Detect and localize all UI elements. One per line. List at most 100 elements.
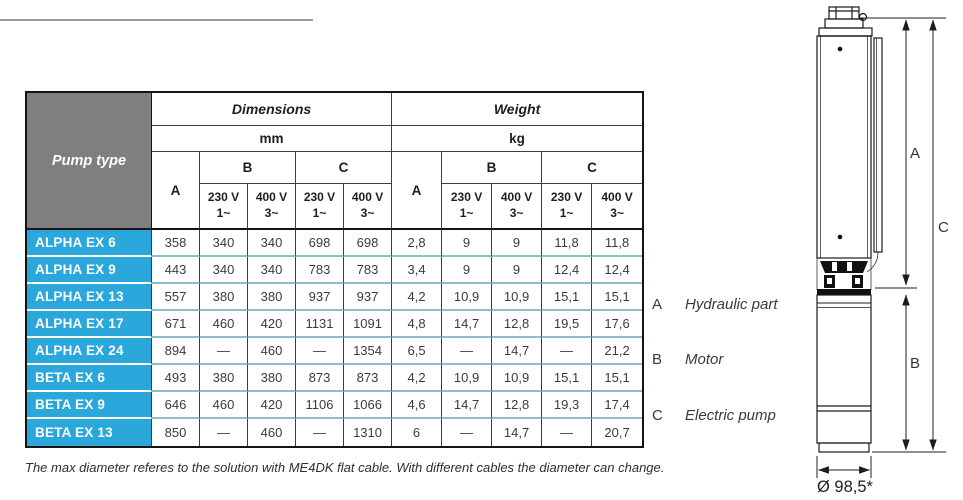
value-cell: 646 <box>152 392 200 419</box>
value-cell: 1131 <box>296 311 344 338</box>
value-cell: 12,8 <box>492 311 543 338</box>
value-cell: 850 <box>152 419 200 446</box>
table-row: ALPHA EX 17 671 460 420 1131 1091 4,8 14,7 12,8 1… <box>27 311 643 338</box>
value-cell: 1091 <box>344 311 393 338</box>
value-cell: 460 <box>248 338 296 365</box>
value-cell: 9 <box>492 257 543 284</box>
value-cell: 3,4 <box>392 257 443 284</box>
value-cell: 873 <box>344 365 393 392</box>
pump-type-cell: BETA EX 6 <box>27 365 152 392</box>
value-cell: — <box>442 419 493 446</box>
table-row: BETA EX 6 493 380 380 873 873 4,2 10,9 10,9 15,1 1… <box>27 365 643 392</box>
value-cell: 19,3 <box>542 392 593 419</box>
legend-label-electric-pump: Electric pump <box>685 407 776 424</box>
spec-table-wrap: Pump type Dimensions Weight mm kg A B C … <box>25 91 645 448</box>
value-cell: 671 <box>152 311 200 338</box>
value-cell: 21,2 <box>592 338 643 365</box>
page-divider-line <box>0 19 313 21</box>
value-cell: 2,8 <box>392 230 443 257</box>
wt-c-400v-header: 400 V 3~ <box>592 184 643 230</box>
value-cell: 783 <box>344 257 393 284</box>
value-cell: — <box>542 419 593 446</box>
pump-diagram-svg: A B C Ø 98,5* <box>816 6 949 496</box>
value-cell: 1354 <box>344 338 393 365</box>
value-cell: 894 <box>152 338 200 365</box>
wt-col-b-header: B <box>442 152 543 184</box>
pump-type-cell: BETA EX 13 <box>27 419 152 446</box>
value-cell: 14,7 <box>442 311 493 338</box>
value-cell: 340 <box>200 257 248 284</box>
dim-col-b-header: B <box>200 152 296 184</box>
value-cell: 10,9 <box>442 365 493 392</box>
value-cell: 4,2 <box>392 284 443 311</box>
value-cell: 6,5 <box>392 338 443 365</box>
dim-label-a: A <box>910 145 920 162</box>
value-cell: 11,8 <box>542 230 593 257</box>
value-cell: 340 <box>248 230 296 257</box>
value-cell: 10,9 <box>442 284 493 311</box>
pump-drawing <box>816 6 883 453</box>
diameter-label: Ø 98,5* <box>817 478 874 496</box>
value-cell: 380 <box>248 365 296 392</box>
value-cell: 358 <box>152 230 200 257</box>
value-cell: 9 <box>442 230 493 257</box>
value-cell: 380 <box>200 365 248 392</box>
value-cell: 460 <box>248 419 296 446</box>
value-cell: 11,8 <box>592 230 643 257</box>
pump-type-cell: ALPHA EX 17 <box>27 311 152 338</box>
value-cell: 1106 <box>296 392 344 419</box>
value-cell: 4,8 <box>392 311 443 338</box>
pump-type-cell: BETA EX 9 <box>27 392 152 419</box>
value-cell: 12,4 <box>592 257 643 284</box>
wt-col-a-header: A <box>392 152 443 230</box>
value-cell: 15,1 <box>592 284 643 311</box>
dim-col-c-header: C <box>296 152 393 184</box>
mm-unit-header: mm <box>152 126 393 152</box>
value-cell: 937 <box>296 284 344 311</box>
legend-key-a: A <box>652 296 663 313</box>
value-cell: 493 <box>152 365 200 392</box>
value-cell: 340 <box>248 257 296 284</box>
value-cell: — <box>542 338 593 365</box>
legend-key-c: C <box>652 407 663 424</box>
value-cell: — <box>296 419 344 446</box>
value-cell: 380 <box>200 284 248 311</box>
legend-label-motor: Motor <box>685 351 724 368</box>
pump-spec-table: Pump type Dimensions Weight mm kg A B C … <box>27 93 643 446</box>
value-cell: 340 <box>200 230 248 257</box>
pump-type-cell: ALPHA EX 13 <box>27 284 152 311</box>
value-cell: 10,9 <box>492 365 543 392</box>
value-cell: 9 <box>492 230 543 257</box>
table-body: ALPHA EX 6 358 340 340 698 698 2,8 9 9 11,8 11,8 AL… <box>27 230 643 446</box>
value-cell: 443 <box>152 257 200 284</box>
value-cell: 873 <box>296 365 344 392</box>
value-cell: 420 <box>248 392 296 419</box>
legend-item-hydraulic-part: A Hydraulic part <box>652 296 778 313</box>
diameter-extension-lines <box>816 456 872 478</box>
dim-label-b: B <box>910 355 920 372</box>
wt-col-c-header: C <box>542 152 643 184</box>
value-cell: 17,4 <box>592 392 643 419</box>
pump-type-cell: ALPHA EX 9 <box>27 257 152 284</box>
wt-b-400v-header: 400 V 3~ <box>492 184 543 230</box>
value-cell: 460 <box>200 392 248 419</box>
table-row: BETA EX 13 850—460—1310 6—14,7—20,7 <box>27 419 642 446</box>
value-cell: 9 <box>442 257 493 284</box>
dim-label-c: C <box>938 219 949 236</box>
pump-type-cell: ALPHA EX 24 <box>27 338 152 365</box>
value-cell: 1066 <box>344 392 393 419</box>
table-row: ALPHA EX 24 894—460—1354 6,5—14,7—21,2 <box>27 338 643 365</box>
value-cell: 15,1 <box>542 365 593 392</box>
value-cell: 10,9 <box>492 284 543 311</box>
value-cell: 17,6 <box>592 311 643 338</box>
value-cell: 6 <box>392 419 443 446</box>
dimensions-group-header: Dimensions <box>152 93 393 126</box>
dim-b-400v-header: 400 V 3~ <box>248 184 296 230</box>
dimension-annotations: A B C Ø 98,5* <box>816 17 949 496</box>
value-cell: 1310 <box>344 419 393 446</box>
table-row: ALPHA EX 6 358 340 340 698 698 2,8 9 9 11,8 11,8 <box>27 230 643 257</box>
value-cell: 12,4 <box>542 257 593 284</box>
value-cell: 380 <box>248 284 296 311</box>
value-cell: — <box>200 419 248 446</box>
value-cell: 20,7 <box>604 425 630 440</box>
